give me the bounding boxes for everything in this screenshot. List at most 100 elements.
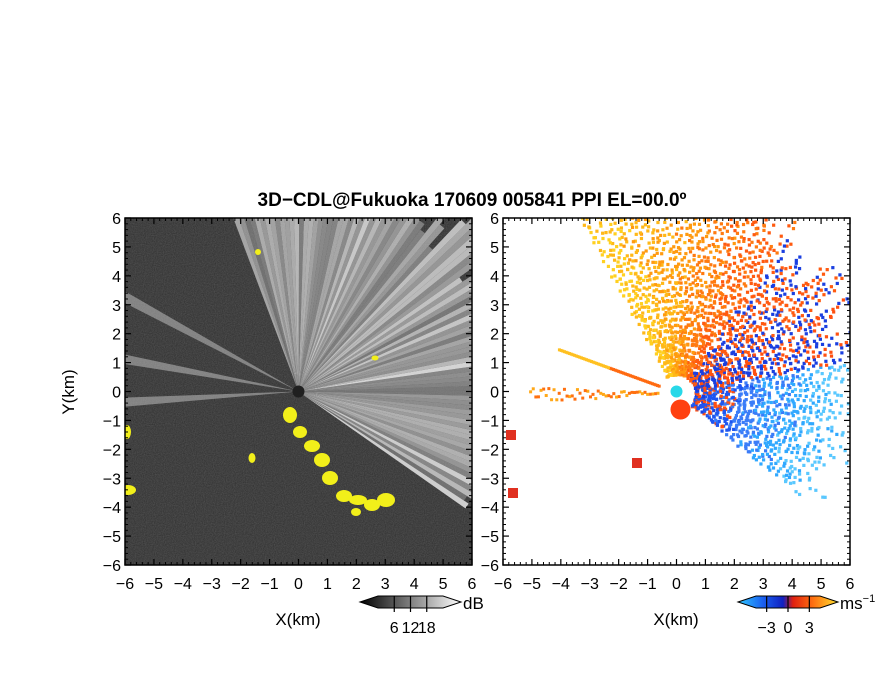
velocity-pixel	[763, 449, 768, 453]
velocity-pixel	[797, 291, 802, 295]
velocity-pixel	[764, 422, 768, 426]
velocity-pixel	[706, 259, 710, 263]
velocity-pixel	[724, 422, 729, 426]
velocity-pixel	[671, 235, 675, 239]
velocity-pixel	[751, 378, 755, 382]
velocity-pixel	[737, 300, 741, 304]
velocity-pixel	[776, 416, 781, 420]
velocity-pixel	[780, 266, 784, 270]
velocity-pixel	[712, 300, 716, 304]
velocity-pixel	[608, 230, 612, 234]
velocity-pixel	[670, 353, 674, 357]
velocity-pixel	[730, 296, 734, 300]
velocity-pixel	[860, 336, 863, 339]
velocity-pixel	[819, 418, 823, 422]
velocity-pixel	[863, 346, 866, 349]
velocity-pixel	[671, 339, 675, 343]
velocity-pixel	[667, 368, 671, 373]
velocity-pixel	[770, 448, 774, 452]
velocity-pixel	[702, 403, 706, 407]
velocity-pixel	[718, 272, 723, 276]
velocity-pixel	[656, 236, 660, 240]
velocity-pixel	[664, 347, 669, 351]
velocity-pixel	[762, 410, 766, 414]
velocity-pixel	[726, 339, 730, 343]
velocity-pixel	[689, 371, 693, 375]
velocity-pixel	[797, 266, 802, 271]
beam-wedge	[298, 220, 425, 392]
velocity-pixel	[789, 367, 793, 371]
velocity-pixel	[746, 443, 751, 447]
velocity-pixel	[722, 340, 726, 345]
velocity-pixel	[822, 293, 826, 297]
velocity-pixel	[746, 418, 750, 422]
velocity-pixel	[693, 181, 696, 184]
velocity-pixel	[647, 293, 652, 297]
velocity-pixel	[693, 386, 698, 391]
velocity-pixel	[661, 268, 665, 272]
velocity-pixel	[687, 160, 690, 163]
velocity-pixel	[689, 265, 693, 269]
velocity-pixel	[763, 392, 767, 396]
velocity-pixel	[725, 346, 730, 350]
velocity-pixel	[704, 368, 708, 372]
velocity-pixel	[732, 296, 737, 300]
velocity-pixel	[670, 318, 674, 322]
velocity-pixel	[767, 302, 771, 306]
velocity-pixel	[725, 321, 729, 325]
velocity-pixel	[743, 356, 747, 360]
velocity-pixel	[793, 475, 797, 480]
velocity-pixel	[641, 212, 644, 215]
velocity-pixel	[700, 410, 704, 414]
velocity-pixel	[718, 376, 722, 381]
velocity-pixel	[797, 417, 801, 421]
velocity-pixel	[643, 319, 647, 323]
velocity-pixel	[634, 285, 638, 289]
velocity-pixel	[704, 212, 707, 215]
velocity-pixel	[652, 319, 656, 323]
beam-wedge	[289, 218, 299, 392]
velocity-pixel	[832, 361, 837, 365]
velocity-pixel	[741, 374, 746, 378]
velocity-pixel	[705, 285, 709, 289]
flag-echo	[314, 453, 330, 467]
velocity-pixel	[676, 311, 680, 315]
velocity-pixel	[678, 271, 682, 275]
velocity-pixel	[665, 299, 670, 303]
velocity-pixel	[781, 393, 785, 397]
velocity-pixel	[594, 211, 597, 214]
velocity-pixel	[759, 293, 763, 297]
velocity-pixel	[811, 320, 815, 324]
velocity-pixel	[814, 411, 818, 415]
velocity-pixel	[798, 323, 803, 327]
velocity-pixel	[804, 281, 808, 285]
velocity-pixel	[795, 443, 800, 448]
x-tick-label: 6	[468, 576, 477, 593]
velocity-pixel	[828, 372, 833, 376]
x-tick-label: 0	[672, 576, 681, 593]
velocity-pixel	[663, 362, 667, 366]
velocity-pixel	[742, 237, 746, 241]
velocity-pixel	[759, 367, 764, 371]
velocity-pixel	[703, 265, 707, 269]
velocity-pixel	[733, 352, 737, 357]
velocity-pixel	[728, 360, 732, 364]
velocity-pixel	[792, 481, 796, 485]
velocity-pixel	[697, 397, 701, 401]
velocity-pixel	[776, 190, 779, 193]
velocity-pixel	[699, 381, 703, 386]
velocity-pixel	[629, 153, 632, 156]
velocity-pixel	[727, 319, 731, 323]
velocity-pixel	[802, 349, 807, 353]
velocity-pixel	[757, 310, 762, 314]
velocity-pixel	[785, 368, 790, 373]
velocity-pixel	[806, 368, 810, 372]
velocity-pixel	[723, 349, 727, 354]
velocity-pixel	[654, 288, 659, 292]
x-tick-label: 6	[846, 576, 855, 593]
velocity-pixel	[764, 315, 768, 320]
velocity-pixel	[696, 372, 700, 376]
velocity-pixel	[739, 195, 742, 198]
velocity-pixel	[831, 446, 835, 451]
velocity-pixel	[673, 334, 678, 338]
